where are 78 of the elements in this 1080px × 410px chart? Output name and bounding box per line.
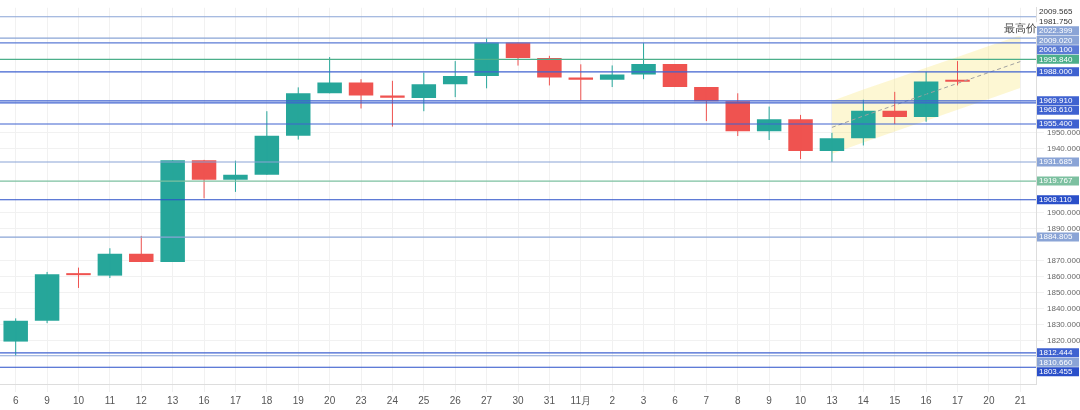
x-tick-label: 20	[324, 394, 336, 406]
y-tick-label: 1940.000	[1047, 143, 1080, 153]
candlestick	[348, 78, 374, 109]
x-tick-label: 9	[44, 394, 51, 406]
x-tick-label: 16	[920, 394, 933, 406]
x-tick-label: 12	[135, 394, 148, 406]
x-tick-label: 26	[449, 394, 462, 406]
x-tick-label: 9	[766, 394, 773, 406]
x-tick-label: 27	[481, 394, 493, 406]
candlestick	[411, 72, 437, 112]
x-tick-label: 13	[167, 394, 179, 406]
x-tick-label: 11	[104, 394, 116, 406]
x-tick-label: 10	[794, 394, 807, 406]
candlestick	[442, 60, 468, 98]
y-tick-label: 1900.000	[1047, 207, 1080, 217]
candlestick	[34, 271, 60, 324]
text: 1981.750	[1039, 16, 1073, 26]
ref-line-label: 1812.444	[1039, 348, 1073, 358]
x-tick-label: 21	[1014, 394, 1027, 406]
x-tick-label: 2	[609, 394, 616, 406]
x-tick-label: 11月	[570, 394, 591, 406]
x-tick-label: 3	[640, 394, 647, 406]
y-tick-label: 1870.000	[1047, 255, 1080, 265]
y-tick-label: 1850.000	[1047, 287, 1080, 297]
candlestick	[819, 132, 845, 163]
ref-line-label: 1988.000	[1039, 67, 1073, 77]
x-tick-label: 18	[261, 394, 273, 406]
x-tick-label: 10	[72, 394, 85, 406]
x-tick-label: 7	[703, 394, 710, 406]
y-tick-label: 1860.000	[1047, 271, 1080, 281]
y-tick-label: 1830.000	[1047, 319, 1080, 329]
candlestick	[599, 64, 625, 88]
ref-line-label: 2006.100	[1039, 45, 1073, 54]
ref-line-label: 1968.610	[1039, 105, 1073, 115]
x-tick-label: 20	[983, 394, 995, 406]
x-tick-label: 17	[951, 394, 964, 406]
ref-line-label: 1810.660	[1039, 357, 1073, 367]
x-tick-label: 25	[418, 394, 430, 406]
candlestick	[3, 317, 28, 357]
candlestick	[537, 55, 562, 86]
ref-line-label: 1995.840	[1039, 54, 1073, 64]
candlestick	[97, 247, 123, 279]
line-series	[831, 61, 1021, 128]
y-tick-label: 1950.000	[1047, 127, 1080, 137]
candlestick	[317, 56, 342, 94]
x-tick-label: 30	[512, 394, 524, 406]
y-tick-label: 1890.000	[1047, 223, 1080, 233]
x-tick-label: 6	[12, 394, 19, 406]
x-tick-label: 17	[229, 394, 242, 406]
y-tick-label: 1840.000	[1047, 303, 1080, 313]
candlestick	[223, 160, 248, 193]
ref-line-label: 2022.399	[1039, 26, 1073, 35]
ref-line-label: 1919.767	[1039, 176, 1073, 186]
x-tick-label: 6	[672, 394, 679, 406]
candlestick	[882, 91, 907, 125]
x-tick-label: 13	[826, 394, 838, 406]
annotation: 最高价	[1003, 22, 1037, 35]
text: 2009.565	[1039, 7, 1073, 16]
x-tick-label: 15	[889, 394, 901, 406]
x-tick-label: 16	[198, 394, 211, 406]
x-tick-label: 19	[292, 394, 305, 406]
ref-line-label: 1969.910	[1039, 96, 1073, 105]
ref-line-label: 1955.400	[1039, 119, 1073, 129]
x-tick-label: 24	[386, 394, 399, 406]
x-tick-label: 23	[355, 394, 368, 406]
candlestick	[160, 159, 185, 263]
ref-line-label: 1908.110	[1039, 194, 1073, 204]
ref-line-label: 1884.805	[1039, 232, 1073, 242]
candlestick	[66, 267, 91, 289]
ref-line-label: 2009.020	[1039, 35, 1073, 45]
x-tick-label: 14	[857, 394, 870, 406]
y-tick-label: 1820.000	[1047, 335, 1080, 345]
x-tick-label: 31	[543, 394, 556, 406]
ref-line-label: 1931.685	[1039, 157, 1073, 167]
candlestick	[129, 235, 154, 263]
ref-line-label: 1803.455	[1039, 367, 1073, 377]
candlestick	[788, 114, 813, 160]
x-tick-label: 8	[734, 394, 741, 406]
